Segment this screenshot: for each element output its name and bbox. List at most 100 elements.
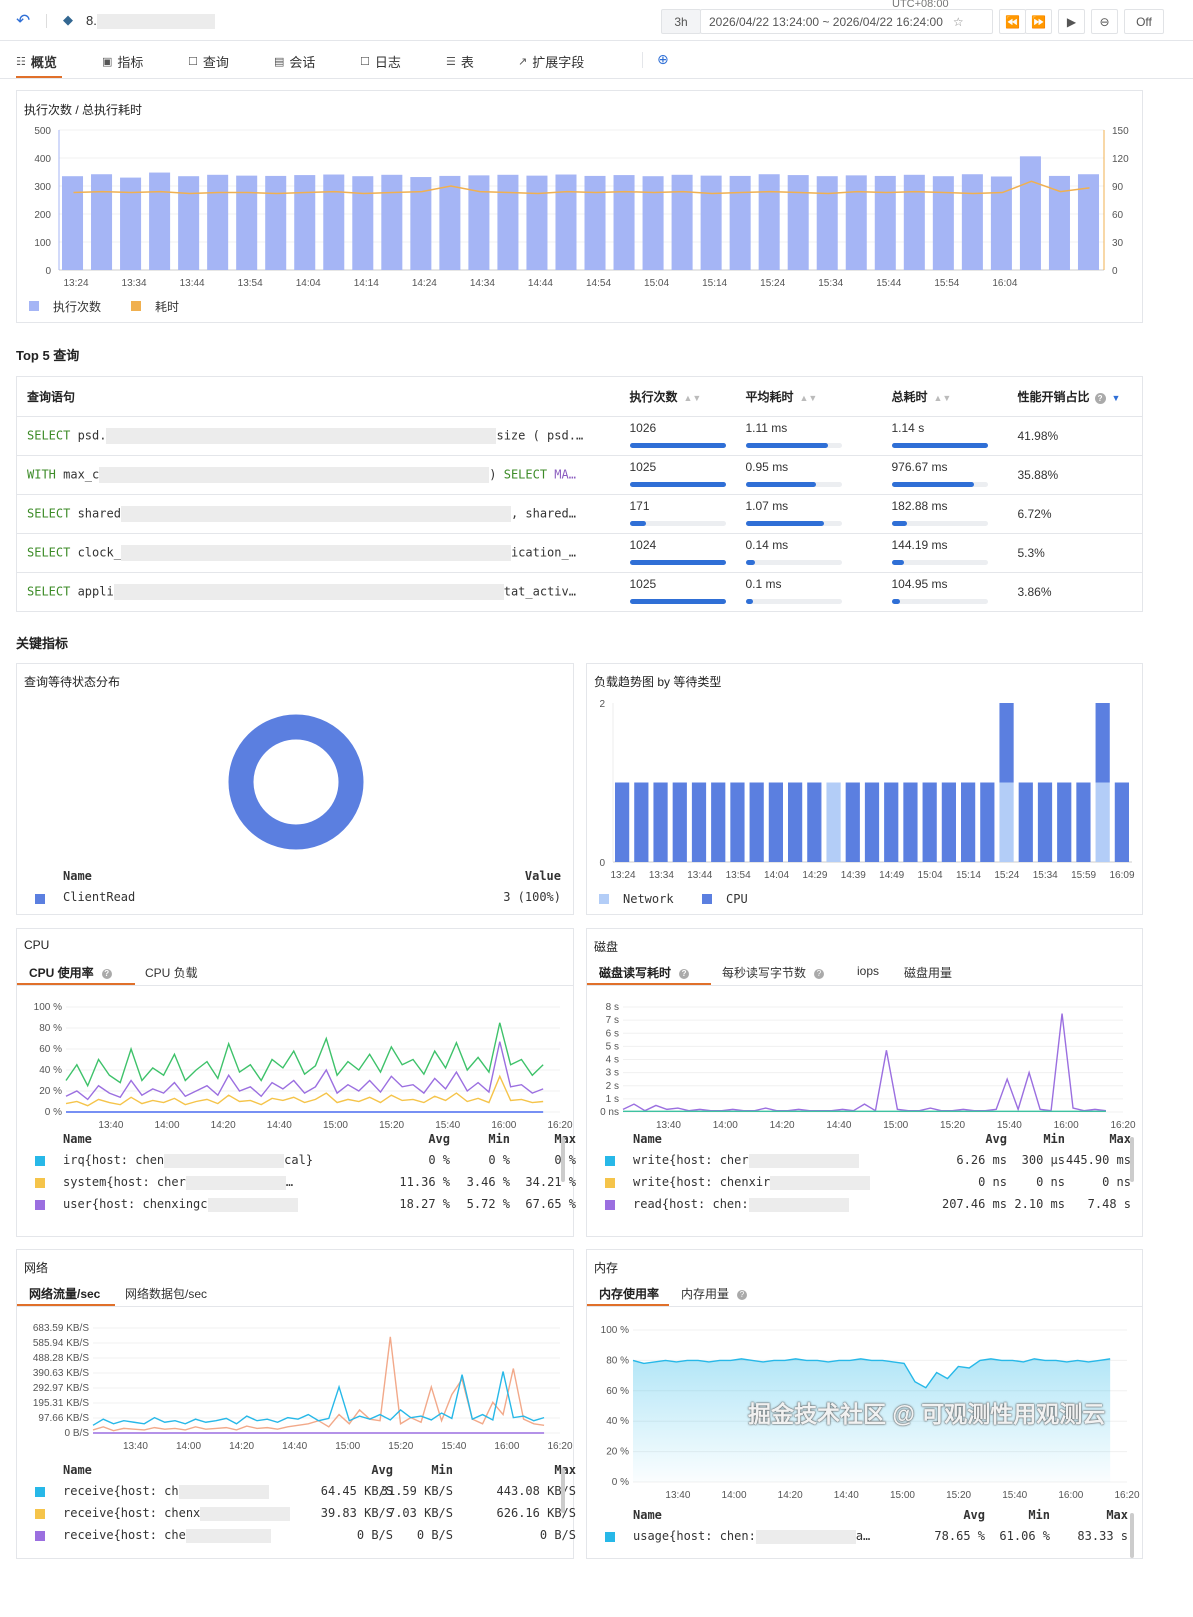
bar[interactable] xyxy=(1019,156,1041,270)
tab-1[interactable]: ▣ 指标 xyxy=(102,52,143,71)
add-tab-icon[interactable]: ⊕ xyxy=(657,51,669,67)
col-avg[interactable]: 平均耗时 ▲▼ xyxy=(745,390,818,404)
bar-cpu[interactable] xyxy=(1076,782,1091,863)
bar-cpu[interactable] xyxy=(653,782,668,863)
legend-series-name[interactable]: receive{host: che xyxy=(63,1528,271,1543)
bar[interactable] xyxy=(352,176,374,270)
step-forward-button[interactable]: ⏩ xyxy=(1025,9,1052,34)
col-count[interactable]: 执行次数 ▲▼ xyxy=(629,390,702,404)
subtab-3[interactable]: 磁盘用量 xyxy=(904,966,953,980)
col-total[interactable]: 总耗时 ▲▼ xyxy=(891,390,952,404)
query-text[interactable]: SELECT appli tat_activ… xyxy=(16,572,620,612)
bar-cpu[interactable] xyxy=(730,782,745,863)
bar[interactable] xyxy=(1077,174,1099,270)
legend-item-count[interactable]: 执行次数 xyxy=(29,297,101,315)
tab-6[interactable]: ↗ 扩展字段 xyxy=(518,52,584,71)
bar[interactable] xyxy=(323,174,345,270)
zoom-out-button[interactable]: ⊖ xyxy=(1091,9,1118,34)
bar-cpu[interactable] xyxy=(864,782,880,863)
bar[interactable] xyxy=(149,172,171,270)
range-preset-button[interactable]: 3h xyxy=(661,9,701,34)
query-text[interactable]: SELECT shared, shared… xyxy=(16,494,620,534)
bar[interactable] xyxy=(381,174,403,270)
bar-cpu[interactable] xyxy=(768,782,783,863)
legend-series-name[interactable]: read{host: chen: xyxy=(633,1197,849,1212)
table-row[interactable]: SELECT appli tat_activ… 1025 0.1 ms 104.95 m… xyxy=(16,572,1143,612)
sort-desc-icon[interactable]: ▼ xyxy=(1111,393,1121,403)
table-row[interactable]: SELECT clock_ ication_… 1024 0.14 ms 144.19 … xyxy=(16,533,1143,573)
bar-cpu[interactable] xyxy=(691,782,707,863)
query-text[interactable]: SELECT psd. size ( psd.… xyxy=(16,416,620,456)
line-series[interactable] xyxy=(65,1074,544,1107)
legend-name[interactable]: ClientRead xyxy=(63,890,136,904)
play-button[interactable]: ▶ xyxy=(1058,9,1085,34)
bar[interactable] xyxy=(642,176,664,270)
subtab-0[interactable]: 内存使用率 xyxy=(599,1287,660,1301)
bar-network[interactable] xyxy=(1095,782,1110,863)
subtab-1[interactable]: 网络数据包/sec xyxy=(125,1287,208,1301)
bar[interactable] xyxy=(845,175,867,270)
help-icon[interactable]: ? xyxy=(737,1289,748,1300)
legend-series-name[interactable]: user{host: chenxingc xyxy=(63,1197,298,1212)
bar[interactable] xyxy=(265,175,287,270)
bar[interactable] xyxy=(613,175,635,270)
bar[interactable] xyxy=(932,176,954,270)
bar[interactable] xyxy=(990,176,1012,270)
bar[interactable] xyxy=(816,176,838,270)
bar[interactable] xyxy=(294,175,316,270)
legend-series-name[interactable]: irq{host: chen cal} xyxy=(63,1153,314,1168)
bar[interactable] xyxy=(700,175,722,270)
bar[interactable] xyxy=(584,175,606,270)
help-icon[interactable]: ? xyxy=(679,968,690,979)
legend-item-time[interactable]: 耗时 xyxy=(131,297,179,315)
legend-item-network[interactable]: Network xyxy=(599,890,674,908)
pin-icon[interactable]: ☆ xyxy=(952,14,964,29)
subtab-1[interactable]: 内存用量? xyxy=(681,1285,748,1302)
subtab-1[interactable]: 每秒读写字节数? xyxy=(722,964,825,981)
bar-cpu[interactable] xyxy=(903,782,918,863)
legend-scrollbar[interactable] xyxy=(561,1468,565,1513)
bar-cpu[interactable] xyxy=(1037,782,1053,863)
bar-cpu[interactable] xyxy=(999,703,1014,783)
bar[interactable] xyxy=(207,174,229,270)
subtab-0[interactable]: 网络流量/sec xyxy=(29,1287,101,1301)
line-series[interactable] xyxy=(632,1358,1111,1389)
refresh-toggle[interactable]: Off xyxy=(1124,9,1164,34)
bar[interactable] xyxy=(555,174,577,270)
legend-scrollbar[interactable] xyxy=(1130,1513,1134,1558)
subtab-0[interactable]: CPU 使用率? xyxy=(29,964,112,981)
bar-cpu[interactable] xyxy=(807,782,822,863)
legend-series-name[interactable]: write{host: chenxir xyxy=(633,1175,871,1190)
subtab-0[interactable]: 磁盘读写耗时? xyxy=(599,964,690,981)
legend-item-cpu[interactable]: CPU xyxy=(702,890,748,908)
line-series[interactable] xyxy=(73,180,1090,195)
bar[interactable] xyxy=(439,175,461,270)
legend-series-name[interactable]: receive{host: ch xyxy=(63,1484,269,1499)
table-row[interactable]: SELECT psd. size ( psd.… 1026 1.11 ms 1.14 s… xyxy=(16,416,1143,456)
bar-cpu[interactable] xyxy=(941,782,956,863)
sort-icon[interactable]: ▲▼ xyxy=(683,393,702,403)
query-text[interactable]: WITH max_c) SELECT MA… xyxy=(16,455,620,495)
donut-slice-clientread[interactable] xyxy=(228,714,364,850)
subtab-2[interactable]: iops xyxy=(857,964,880,978)
tab-3[interactable]: ▤ 会话 xyxy=(274,52,315,71)
legend-scrollbar[interactable] xyxy=(561,1137,565,1182)
bar[interactable] xyxy=(91,174,113,270)
tab-5[interactable]: ☰ 表 xyxy=(446,52,474,71)
line-series[interactable] xyxy=(92,1371,545,1426)
bar[interactable] xyxy=(874,175,896,270)
bar-cpu[interactable] xyxy=(788,782,803,863)
col-pct[interactable]: 性能开销占比? ▼ xyxy=(1017,390,1121,404)
tab-2[interactable]: ☐ 查询 xyxy=(188,52,229,71)
bar-cpu[interactable] xyxy=(1095,703,1110,783)
bar[interactable] xyxy=(671,174,693,270)
legend-series-name[interactable]: usage{host: chen: a… xyxy=(633,1529,871,1544)
table-row[interactable]: SELECT shared, shared… 171 1.07 ms 182.88 m… xyxy=(16,494,1143,534)
line-series[interactable] xyxy=(65,1022,544,1088)
bar[interactable] xyxy=(468,175,490,270)
bar-cpu[interactable] xyxy=(615,782,630,863)
line-series[interactable] xyxy=(65,1041,544,1101)
bar-cpu[interactable] xyxy=(845,782,860,863)
bar-cpu[interactable] xyxy=(1114,782,1129,863)
bar-cpu[interactable] xyxy=(711,782,726,863)
